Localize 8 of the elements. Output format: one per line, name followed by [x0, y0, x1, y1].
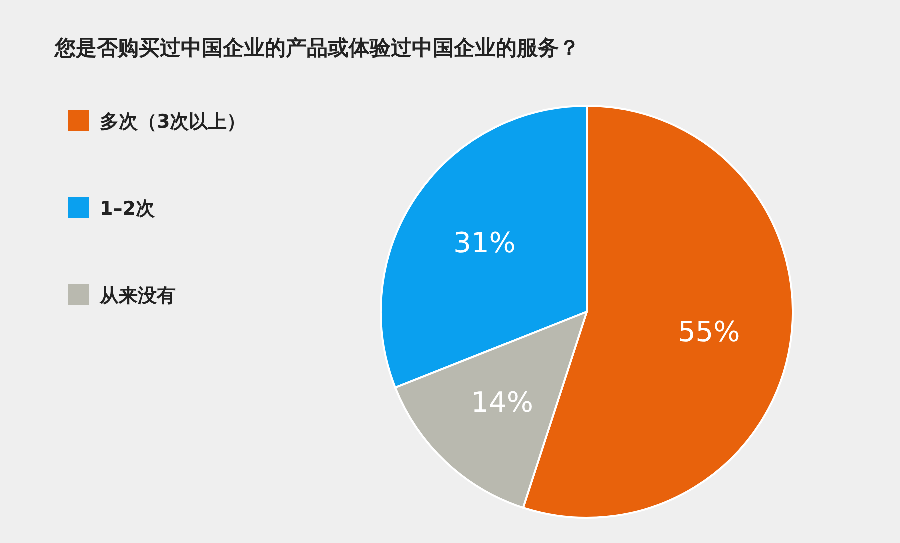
pie: 55% 31% 14% [380, 105, 794, 519]
data-label: 31% [454, 226, 516, 260]
chart-title: 您是否购买过中国企业的产品或体验过中国企业的服务？ [54, 36, 580, 60]
legend-label: 多次（3次以上） [100, 111, 246, 133]
data-label: 55% [678, 315, 740, 348]
legend-label: 从来没有 [99, 285, 176, 307]
data-label: 14% [471, 386, 534, 420]
legend-label: 1–2次 [100, 198, 156, 220]
